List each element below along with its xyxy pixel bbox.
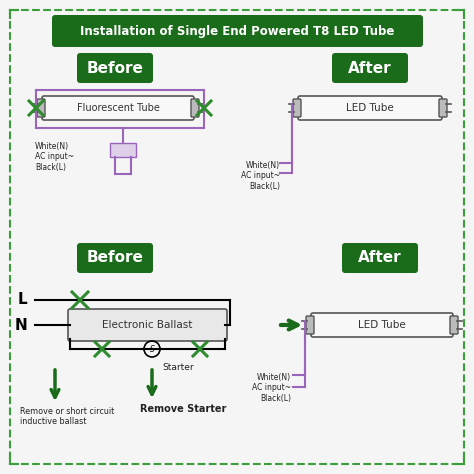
Text: After: After (358, 250, 402, 265)
FancyBboxPatch shape (77, 243, 153, 273)
Text: White(N)
AC input~
Black(L): White(N) AC input~ Black(L) (252, 373, 291, 403)
Bar (110, 143, 136, 157)
Text: Electronic Ballast: Electronic Ballast (102, 320, 193, 330)
Text: Before: Before (87, 250, 144, 265)
FancyBboxPatch shape (37, 99, 45, 117)
Text: Before: Before (87, 61, 144, 75)
Text: Fluorescent Tube: Fluorescent Tube (77, 103, 159, 113)
FancyBboxPatch shape (332, 53, 408, 83)
FancyBboxPatch shape (450, 316, 458, 334)
FancyBboxPatch shape (77, 53, 153, 83)
Text: Remove or short circuit
inductive ballast: Remove or short circuit inductive ballas… (20, 407, 114, 427)
Text: White(N)
AC input~
Black(L): White(N) AC input~ Black(L) (241, 161, 280, 191)
FancyBboxPatch shape (293, 99, 301, 117)
Text: Starter: Starter (162, 363, 193, 372)
FancyBboxPatch shape (298, 96, 442, 120)
FancyBboxPatch shape (342, 243, 418, 273)
Text: After: After (348, 61, 392, 75)
Text: LED Tube: LED Tube (358, 320, 406, 330)
Text: L: L (18, 292, 27, 308)
FancyBboxPatch shape (191, 99, 199, 117)
Text: White(N)
AC input~
Black(L): White(N) AC input~ Black(L) (35, 142, 74, 172)
Text: Installation of Single End Powered T8 LED Tube: Installation of Single End Powered T8 LE… (80, 25, 395, 37)
Text: LED Tube: LED Tube (346, 103, 394, 113)
Text: Remove Starter: Remove Starter (140, 404, 227, 414)
Text: N: N (14, 318, 27, 332)
FancyBboxPatch shape (42, 96, 194, 120)
FancyBboxPatch shape (439, 99, 447, 117)
FancyBboxPatch shape (68, 309, 227, 341)
FancyBboxPatch shape (306, 316, 314, 334)
FancyBboxPatch shape (311, 313, 453, 337)
Text: S: S (150, 345, 155, 354)
FancyBboxPatch shape (52, 15, 423, 47)
